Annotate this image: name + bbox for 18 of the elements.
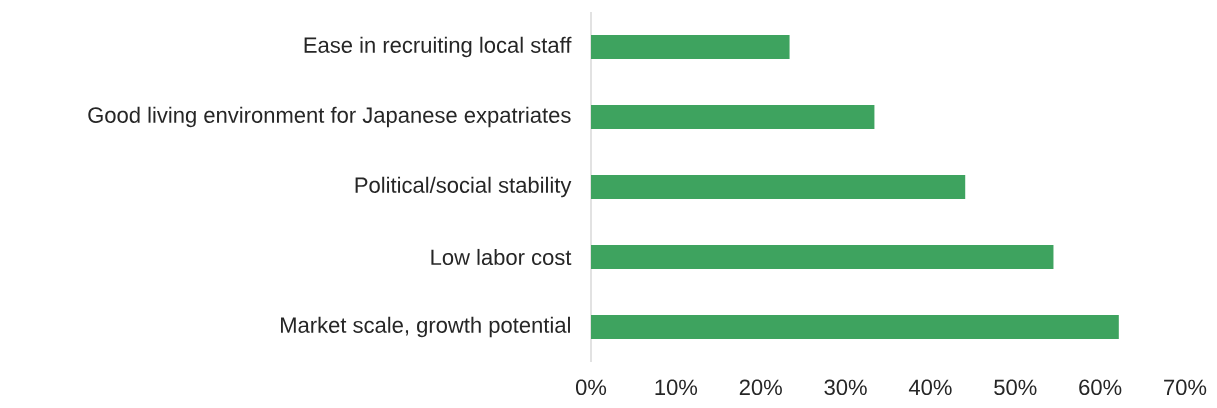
y-tick-label: Ease in recruiting local staff bbox=[304, 36, 572, 58]
bar bbox=[591, 105, 875, 129]
y-tick-label: Good living environment for Japanese expatriates bbox=[88, 106, 571, 128]
x-tick-label: 0% bbox=[575, 379, 607, 396]
y-tick-label: Market scale, growth potential bbox=[281, 316, 570, 338]
x-tick-label: 60% bbox=[1079, 379, 1122, 396]
x-tick-label: 20% bbox=[739, 379, 782, 396]
bar bbox=[591, 175, 966, 200]
y-tick-label: Political/social stability bbox=[355, 176, 572, 198]
x-tick-label: 30% bbox=[824, 379, 867, 396]
x-tick-label: 50% bbox=[994, 379, 1037, 396]
x-tick-label: 40% bbox=[908, 379, 952, 396]
x-tick-label: 10% bbox=[655, 379, 698, 396]
bar bbox=[591, 315, 1119, 340]
bar bbox=[591, 245, 1054, 270]
x-tick-label: 70% bbox=[1164, 379, 1207, 396]
bar bbox=[591, 35, 790, 59]
y-tick-label: Low labor cost bbox=[431, 248, 572, 266]
